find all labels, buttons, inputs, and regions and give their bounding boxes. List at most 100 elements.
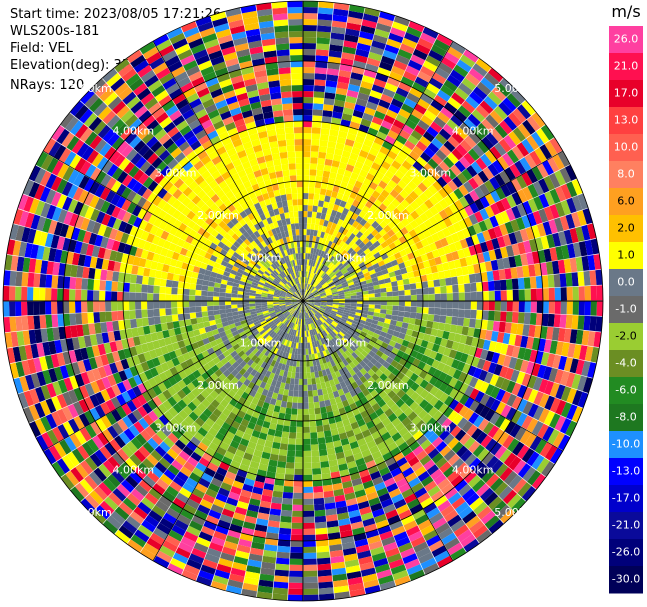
gate	[374, 304, 381, 309]
gate	[435, 457, 448, 469]
gate	[404, 493, 417, 504]
gate	[392, 264, 400, 272]
gate	[490, 399, 501, 412]
gate	[381, 431, 392, 442]
gate	[332, 291, 339, 295]
gate	[159, 308, 166, 317]
gate	[361, 287, 369, 292]
gate	[282, 498, 293, 505]
gate	[438, 209, 449, 220]
gate	[314, 303, 321, 306]
gate	[304, 312, 306, 319]
gate	[464, 292, 471, 301]
gate	[435, 441, 448, 453]
gate	[422, 131, 435, 143]
gate	[340, 181, 348, 189]
gate	[277, 418, 285, 426]
gate	[309, 360, 314, 367]
gate	[310, 444, 319, 451]
gate	[321, 122, 331, 130]
gate	[255, 301, 262, 304]
gate	[299, 318, 302, 325]
gate	[414, 318, 422, 326]
gate	[463, 274, 470, 284]
gate	[409, 258, 417, 266]
gate	[510, 178, 522, 192]
gate	[433, 279, 441, 287]
gate	[331, 330, 337, 337]
gate	[303, 348, 306, 355]
gate	[334, 343, 341, 350]
gate	[508, 474, 523, 490]
gate	[346, 571, 362, 580]
gate	[171, 280, 179, 288]
gate	[571, 406, 584, 423]
gate	[309, 310, 314, 317]
gate	[432, 72, 447, 85]
gate	[286, 401, 293, 409]
gate	[358, 86, 372, 96]
gate	[415, 385, 425, 396]
gate	[279, 527, 292, 535]
gate	[319, 133, 329, 141]
gate	[306, 290, 310, 297]
gate	[420, 497, 434, 509]
gate	[407, 411, 418, 422]
gate	[457, 529, 473, 543]
gate	[365, 333, 373, 340]
gate	[409, 190, 419, 201]
gate	[328, 316, 335, 321]
gate	[420, 114, 434, 126]
gate	[303, 564, 318, 571]
gate	[305, 241, 310, 248]
gate	[327, 326, 333, 333]
gate	[322, 170, 331, 178]
gate	[332, 276, 339, 282]
gate	[141, 276, 149, 285]
gate	[402, 467, 415, 478]
gate	[39, 274, 47, 288]
gate	[339, 213, 347, 221]
gate	[411, 330, 419, 338]
gate	[354, 104, 366, 113]
gate	[339, 432, 348, 440]
gate	[537, 223, 547, 237]
gate	[291, 372, 296, 379]
gate	[511, 312, 519, 324]
gate	[314, 503, 325, 511]
gate	[326, 296, 333, 299]
gate	[559, 314, 567, 328]
gate	[407, 252, 415, 260]
gate	[355, 457, 366, 467]
gate	[501, 391, 512, 405]
gate	[303, 73, 315, 80]
gate	[422, 333, 431, 342]
gate	[491, 352, 500, 364]
gate	[397, 179, 408, 190]
gate	[303, 235, 307, 242]
gate	[426, 273, 434, 281]
gate	[310, 157, 318, 164]
gate	[392, 119, 405, 130]
gate	[343, 215, 351, 223]
gate	[321, 264, 326, 271]
gate	[529, 312, 537, 325]
gate	[484, 491, 499, 506]
gate	[420, 524, 435, 536]
gate	[359, 561, 375, 571]
gate	[395, 87, 409, 98]
gate	[391, 286, 399, 292]
gate	[500, 508, 516, 524]
gate	[279, 443, 288, 451]
gate	[451, 441, 464, 454]
gate	[409, 425, 420, 436]
gate	[422, 287, 429, 295]
gate	[312, 308, 318, 313]
gate	[381, 120, 393, 130]
gate	[321, 238, 327, 245]
gate	[463, 374, 473, 386]
gate	[356, 336, 364, 344]
gate	[371, 190, 381, 199]
gate	[584, 285, 591, 301]
gate	[333, 243, 339, 251]
